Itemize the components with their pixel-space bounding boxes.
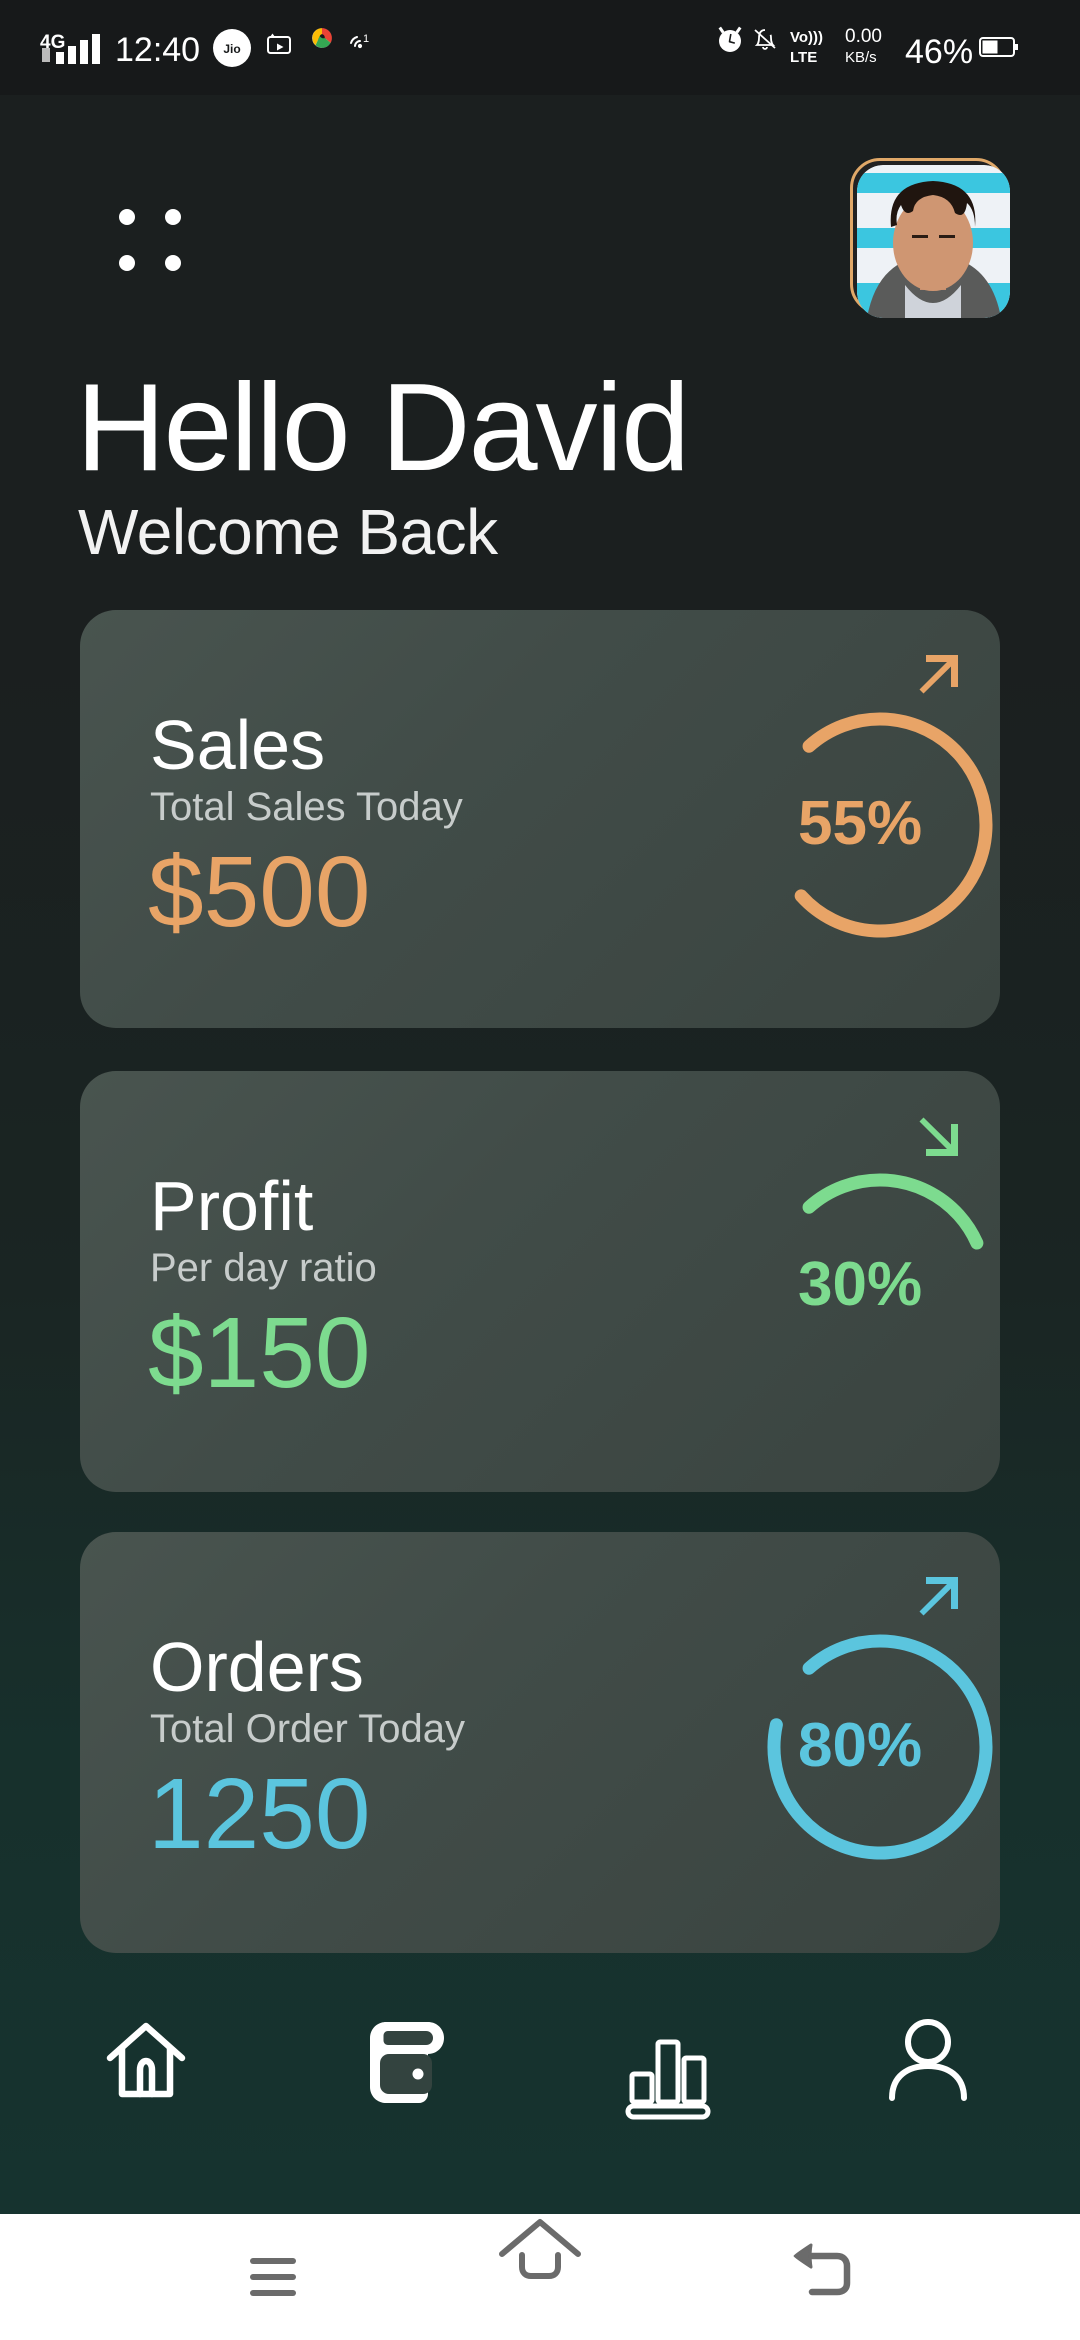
svg-text:LTE: LTE [790, 49, 817, 66]
svg-text:46%: 46% [905, 33, 973, 71]
svg-text:Vo))): Vo))) [790, 29, 823, 46]
svg-text:KB/s: KB/s [845, 49, 877, 66]
svg-text:0.00: 0.00 [845, 26, 882, 47]
